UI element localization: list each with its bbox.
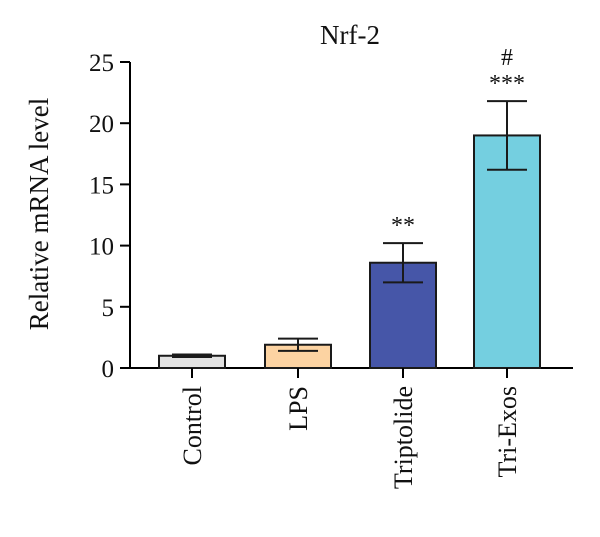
- x-tick-label-lps: LPS: [284, 386, 313, 431]
- significance-label-tri-exos-0: ***: [489, 71, 525, 97]
- chart-title: Nrf-2: [320, 20, 380, 50]
- y-axis-label: Relative mRNA level: [24, 98, 54, 330]
- y-tick-label-15: 15: [89, 172, 114, 199]
- significance-label-tri-exos-1: #: [501, 45, 513, 71]
- x-tick-label-triptolide: Triptolide: [389, 386, 418, 489]
- y-axis-ticks: 0 5 10 15 20 25: [89, 50, 130, 383]
- y-tick-label-20: 20: [89, 111, 114, 138]
- significance-label-triptolide-0: **: [391, 213, 415, 239]
- y-tick-label-0: 0: [102, 356, 115, 383]
- bar-tri-exos: [473, 134, 541, 369]
- significance-annotations: *****#: [391, 45, 525, 239]
- x-axis-ticks: Control LPS Triptolide Tri-Exos: [178, 368, 522, 489]
- y-tick-label-5: 5: [102, 295, 115, 322]
- bars-group: [158, 134, 541, 370]
- x-tick-label-tri-exos: Tri-Exos: [493, 386, 522, 478]
- y-tick-label-25: 25: [89, 50, 114, 77]
- y-tick-label-10: 10: [89, 234, 114, 261]
- error-bars-group: [172, 100, 527, 358]
- x-tick-label-control: Control: [178, 386, 207, 465]
